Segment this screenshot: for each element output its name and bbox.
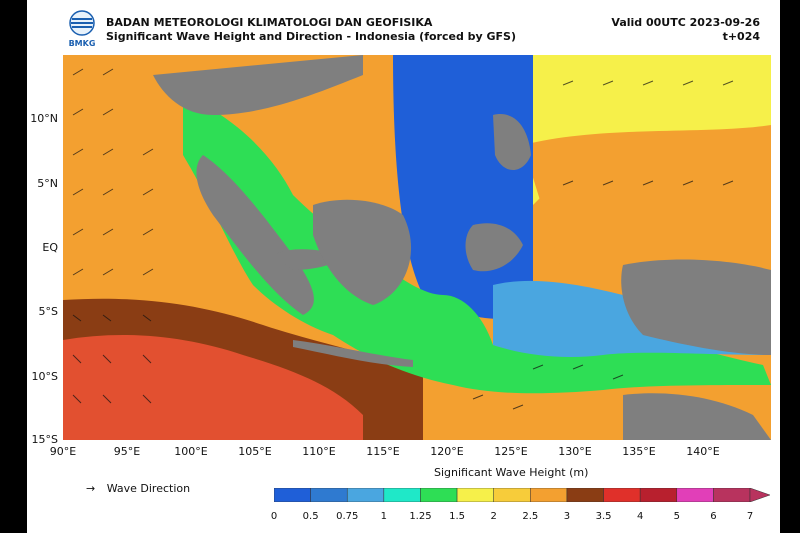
lon-label: 120°E (430, 445, 464, 458)
product-name: Significant Wave Height and Direction - … (106, 30, 517, 43)
colorbar-tick-label: 2.5 (522, 511, 539, 522)
colorbar-cell (566, 488, 604, 502)
lat-label: 5°S (38, 305, 58, 318)
colorbar-cell (676, 488, 714, 502)
valid-time: Valid 00UTC 2023-09-26 (611, 16, 760, 29)
legend-label: Wave Direction (106, 482, 191, 495)
lat-label: 15°S (31, 433, 58, 446)
colorbar-cell (639, 488, 678, 502)
colorbar-cell (603, 488, 641, 502)
lon-label: 95°E (113, 445, 141, 458)
colorbar-cell (274, 488, 311, 502)
lon-label: 140°E (686, 445, 720, 458)
arrow-icon: → (86, 482, 96, 495)
lon-label: 115°E (366, 445, 400, 458)
colorbar-cell (493, 488, 531, 502)
lon-label: 100°E (174, 445, 208, 458)
chart-title: BADAN METEOROLOGI KLIMATOLOGI DAN GEOFIS… (106, 16, 516, 44)
colorbar-cell (420, 488, 458, 502)
colorbar-tick-label: 3 (563, 511, 571, 522)
lon-label: 130°E (558, 445, 592, 458)
lon-label: 125°E (494, 445, 528, 458)
colorbar-tick-label: 1.25 (409, 511, 432, 522)
colorbar-tick-label: 0.75 (336, 511, 359, 522)
lat-label: 5°N (37, 177, 58, 190)
colorbar-tick-label: 0 (270, 511, 278, 522)
colorbar-tick-label: 5 (673, 511, 680, 522)
lat-label: 10°S (31, 370, 58, 383)
colorbar-tick-label: 3.5 (595, 511, 612, 522)
colorbar (274, 488, 771, 502)
svg-text:BMKG: BMKG (69, 39, 96, 48)
lat-label: 10°N (30, 112, 58, 125)
bmkg-logo: BMKG (69, 10, 96, 48)
colorbar-cell (310, 488, 348, 502)
colorbar-tick-label: 4 (636, 511, 644, 522)
colorbar-title: Significant Wave Height (m) (434, 466, 589, 479)
lon-label: 135°E (622, 445, 656, 458)
lon-label: 110°E (302, 445, 336, 458)
colorbar-tick-label: 1.5 (449, 511, 466, 522)
colorbar-cell (346, 488, 385, 502)
lon-label: 90°E (49, 445, 77, 458)
lat-label: EQ (42, 241, 58, 254)
colorbar-cell (456, 488, 494, 502)
colorbar-cell (713, 488, 751, 502)
wave-height-map (63, 55, 771, 440)
colorbar-tick-label: 0.5 (302, 511, 319, 522)
valid-time-block: Valid 00UTC 2023-09-26 t+024 (611, 16, 760, 44)
wave-direction-arrows (72, 68, 734, 410)
colorbar-cell (530, 488, 568, 502)
colorbar-tick-label: 6 (710, 511, 717, 522)
agency-name: BADAN METEOROLOGI KLIMATOLOGI DAN GEOFIS… (106, 16, 433, 29)
colorbar-tick-label: 2 (490, 511, 497, 522)
lead-time: t+024 (722, 30, 760, 43)
colorbar-tick-label: 7 (746, 511, 754, 522)
wave-direction-legend: → Wave Direction (86, 482, 190, 495)
colorbar-cell (383, 488, 421, 502)
colorbar-tick-label: 1 (380, 511, 388, 522)
lon-label: 105°E (238, 445, 272, 458)
